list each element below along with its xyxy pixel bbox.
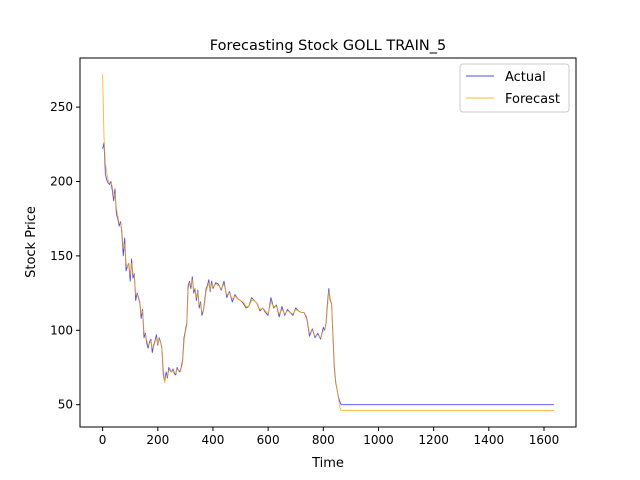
series-line-forecast bbox=[102, 74, 554, 412]
legend-label-forecast: Forecast bbox=[505, 92, 560, 107]
plot-lines bbox=[102, 74, 554, 412]
x-tick-label: 600 bbox=[257, 433, 280, 447]
y-axis: 50 100 150 200 250 bbox=[50, 100, 80, 412]
x-tick-label: 800 bbox=[312, 433, 335, 447]
y-tick-label: 200 bbox=[50, 174, 73, 188]
chart-title: Forecasting Stock GOLL TRAIN_5 bbox=[210, 38, 446, 54]
y-tick-label: 50 bbox=[58, 398, 73, 412]
y-tick-label: 150 bbox=[50, 249, 73, 263]
x-tick-label: 1000 bbox=[363, 433, 394, 447]
x-tick-label: 200 bbox=[146, 433, 169, 447]
x-tick-label: 400 bbox=[202, 433, 225, 447]
plot-frame bbox=[79, 57, 577, 428]
y-tick-label: 250 bbox=[50, 100, 73, 114]
x-tick-label: 0 bbox=[99, 433, 107, 447]
legend: Actual Forecast bbox=[459, 63, 570, 113]
y-tick-label: 100 bbox=[50, 323, 73, 337]
x-tick-label: 1400 bbox=[474, 433, 505, 447]
x-tick-label: 1600 bbox=[529, 433, 560, 447]
x-axis: 0 200 400 600 800 1000 1200 1400 1600 bbox=[99, 427, 559, 447]
x-tick-label: 1200 bbox=[418, 433, 449, 447]
legend-label-actual: Actual bbox=[505, 70, 546, 85]
x-axis-label: Time bbox=[311, 456, 344, 471]
y-axis-label: Stock Price bbox=[24, 206, 39, 278]
